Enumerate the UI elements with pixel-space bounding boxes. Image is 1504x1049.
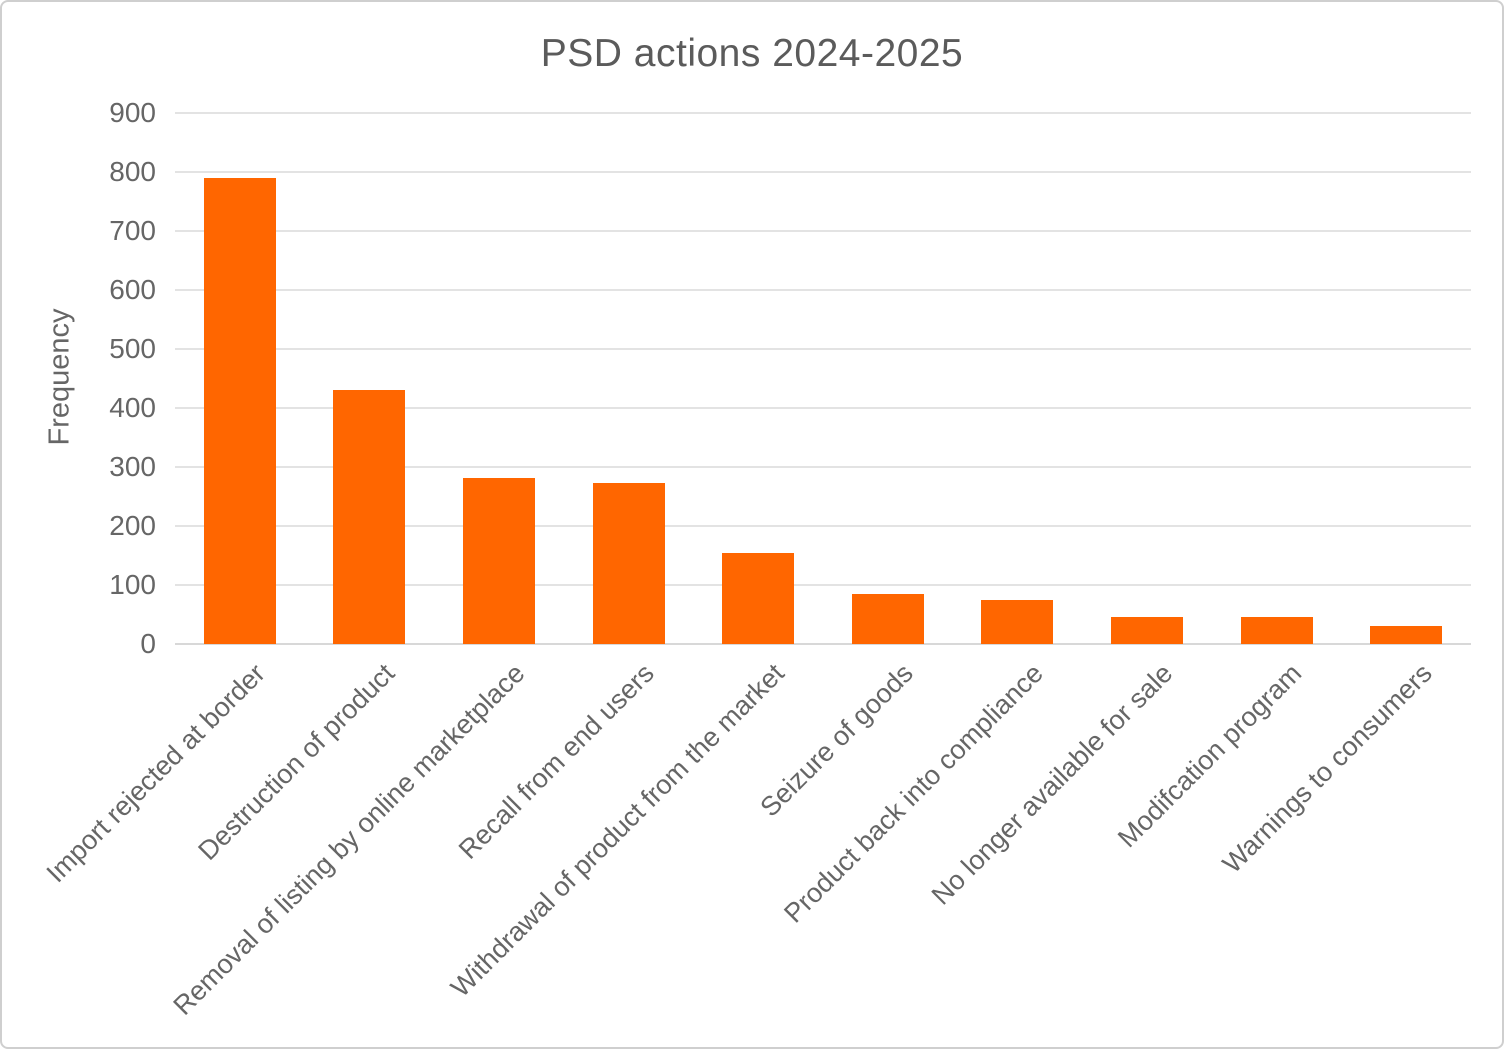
gridline bbox=[175, 348, 1471, 350]
bar bbox=[1370, 626, 1443, 644]
gridline bbox=[175, 466, 1471, 468]
gridline bbox=[175, 584, 1471, 586]
x-axis-baseline bbox=[175, 643, 1471, 645]
y-tick-label: 900 bbox=[109, 97, 156, 128]
bar bbox=[1111, 616, 1183, 644]
x-tick-label: Import rejected at border bbox=[40, 658, 272, 889]
y-tick-label: 300 bbox=[109, 451, 156, 482]
gridline bbox=[175, 230, 1471, 232]
bar bbox=[1240, 617, 1313, 644]
bar bbox=[851, 593, 924, 644]
y-tick-label: 500 bbox=[109, 333, 156, 364]
gridline bbox=[175, 289, 1471, 291]
y-tick-label: 600 bbox=[109, 274, 156, 305]
y-tick-label: 700 bbox=[109, 215, 156, 246]
bar bbox=[722, 552, 795, 644]
bar bbox=[203, 177, 276, 644]
y-tick-label: 800 bbox=[109, 156, 156, 187]
y-tick-label: 100 bbox=[109, 569, 156, 600]
y-axis-title: Frequency bbox=[43, 308, 76, 446]
bar bbox=[592, 482, 665, 644]
chart-title: PSD actions 2024-2025 bbox=[540, 32, 964, 75]
gridline bbox=[175, 525, 1471, 527]
gridline bbox=[175, 171, 1471, 173]
x-tick-label: Warnings to consumers bbox=[1216, 658, 1438, 880]
bar bbox=[981, 599, 1054, 644]
y-tick-label: 400 bbox=[109, 392, 156, 423]
x-tick-label: No longer available for sale bbox=[925, 658, 1179, 911]
x-tick-label: Product back into compliance bbox=[778, 658, 1049, 929]
gridline bbox=[175, 112, 1471, 114]
y-tick-label: 200 bbox=[109, 510, 156, 541]
gridline bbox=[175, 407, 1471, 409]
bar bbox=[333, 390, 406, 644]
bar bbox=[463, 477, 535, 644]
y-tick-label: 0 bbox=[140, 628, 156, 659]
